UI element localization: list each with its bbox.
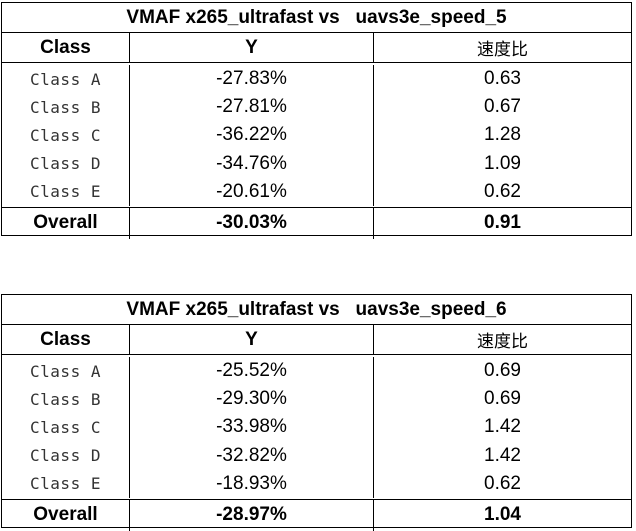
table-row: Class E -18.93% 0.62	[2, 469, 631, 498]
y-cell: -27.81%	[130, 93, 374, 122]
speed-cell: 0.67	[484, 96, 521, 118]
overall-y: -30.03%	[130, 207, 374, 239]
results-table-speed-6: VMAF x265_ultrafast vs uavs3e_speed_6 Cl…	[1, 294, 632, 531]
class-cell: Class C	[2, 121, 130, 150]
table-body: Class A -27.83% 0.63 Class B -27.81% 0.6…	[2, 63, 631, 208]
class-cell: Class B	[2, 93, 130, 122]
overall-y: -28.97%	[130, 499, 374, 531]
speed-cell: 1.28	[484, 124, 521, 146]
class-cell: Class D	[2, 441, 130, 470]
overall-label: Overall	[2, 207, 130, 239]
header-class: Class	[2, 33, 130, 62]
y-cell: -25.52%	[130, 357, 374, 386]
table-title: VMAF x265_ultrafast vs uavs3e_speed_5	[2, 3, 631, 33]
class-cell: Class A	[2, 357, 130, 386]
table-row: Class D -32.82% 1.42	[2, 441, 631, 470]
y-cell: -33.98%	[130, 413, 374, 442]
speed-cell: 0.62	[484, 472, 521, 494]
results-table-speed-5: VMAF x265_ultrafast vs uavs3e_speed_5 Cl…	[1, 2, 632, 239]
table-row: Class B -27.81% 0.67	[2, 93, 631, 122]
speed-cell: 1.42	[484, 416, 521, 438]
header-class: Class	[2, 325, 130, 354]
table-body: Class A -25.52% 0.69 Class B -29.30% 0.6…	[2, 355, 631, 500]
table-row: Class C -33.98% 1.42	[2, 413, 631, 442]
speed-cell: 0.69	[484, 360, 521, 382]
speed-cell: 0.62	[484, 180, 521, 202]
overall-row: Overall -28.97% 1.04	[2, 499, 631, 531]
overall-speed: 1.04	[484, 504, 521, 526]
y-cell: -34.76%	[130, 149, 374, 178]
header-y: Y	[130, 325, 374, 354]
y-cell: -27.83%	[130, 65, 374, 94]
table-row: Class A -25.52% 0.69	[2, 357, 631, 386]
overall-label: Overall	[2, 499, 130, 531]
speed-cell: 0.69	[484, 388, 521, 410]
table-header-row: Class Y 速度比	[2, 325, 631, 355]
table-header-row: Class Y 速度比	[2, 33, 631, 63]
header-speed-ratio: 速度比	[477, 40, 528, 60]
y-cell: -32.82%	[130, 441, 374, 470]
y-cell: -29.30%	[130, 385, 374, 414]
overall-row: Overall -30.03% 0.91	[2, 207, 631, 239]
class-cell: Class E	[2, 469, 130, 498]
class-cell: Class B	[2, 385, 130, 414]
class-cell: Class E	[2, 177, 130, 206]
table-row: Class E -20.61% 0.62	[2, 177, 631, 206]
y-cell: -18.93%	[130, 469, 374, 498]
table-row: Class C -36.22% 1.28	[2, 121, 631, 150]
table-row: Class D -34.76% 1.09	[2, 149, 631, 178]
table-title: VMAF x265_ultrafast vs uavs3e_speed_6	[2, 295, 631, 325]
header-y: Y	[130, 33, 374, 62]
y-cell: -36.22%	[130, 121, 374, 150]
speed-cell: 0.63	[484, 68, 521, 90]
speed-cell: 1.09	[484, 152, 521, 174]
class-cell: Class D	[2, 149, 130, 178]
class-cell: Class A	[2, 65, 130, 94]
table-row: Class B -29.30% 0.69	[2, 385, 631, 414]
overall-speed: 0.91	[484, 212, 521, 234]
speed-cell: 1.42	[484, 444, 521, 466]
header-speed-ratio: 速度比	[477, 332, 528, 352]
y-cell: -20.61%	[130, 177, 374, 206]
table-row: Class A -27.83% 0.63	[2, 65, 631, 94]
class-cell: Class C	[2, 413, 130, 442]
